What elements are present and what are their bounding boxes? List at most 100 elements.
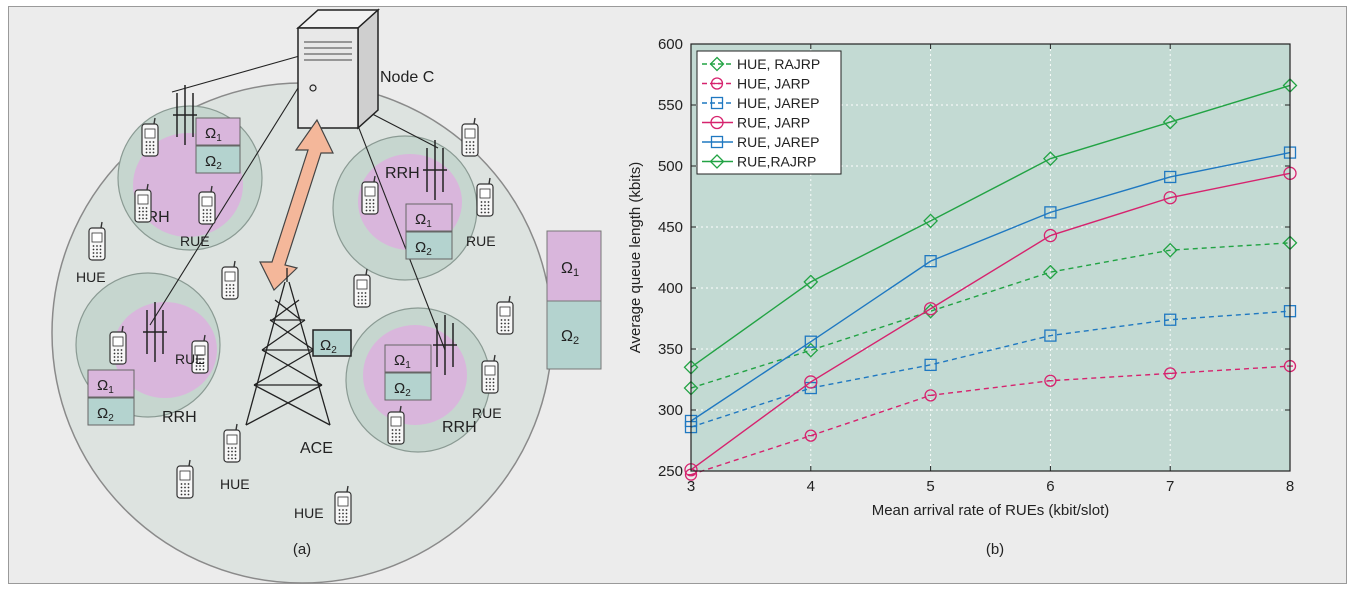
data-point	[803, 274, 819, 290]
plot-border	[690, 43, 1291, 472]
legend-label: HUE, JARP	[737, 76, 810, 92]
svg-text:Ω1: Ω1	[415, 211, 432, 230]
omega-symbol: Ω	[415, 239, 426, 256]
rue-label: RUE	[180, 233, 210, 249]
fronthaul-links	[149, 54, 446, 351]
data-point-ring	[710, 77, 724, 90]
svg-text:Ω1: Ω1	[561, 260, 579, 279]
y-tick-label: 400	[658, 280, 683, 297]
series-line	[690, 365, 1291, 476]
svg-text:Ω2: Ω2	[415, 239, 432, 258]
caption-b: (b)	[986, 541, 1004, 558]
svg-text:Ω1: Ω1	[97, 377, 114, 396]
omega-symbol: Ω	[561, 328, 573, 345]
omega-subscript: 1	[216, 133, 222, 144]
node-c-server-icon	[296, 8, 380, 130]
rrh-omega-boxes-top-left: Ω1 Ω2	[195, 117, 241, 174]
double-arrow	[259, 118, 334, 291]
data-point	[710, 115, 724, 130]
omega-symbol: Ω	[561, 260, 573, 277]
data-point	[924, 389, 937, 402]
x-tick-label: 6	[1046, 478, 1054, 495]
omega-subscript: 1	[426, 219, 432, 230]
data-point	[1162, 242, 1178, 258]
data-point	[804, 429, 817, 442]
y-tick-label: 500	[658, 158, 683, 175]
svg-text:Ω2: Ω2	[97, 405, 114, 424]
series-line	[690, 172, 1291, 471]
data-point	[1043, 228, 1058, 243]
omega-subscript: 2	[331, 345, 337, 356]
data-point	[709, 154, 725, 169]
x-tick-label: 7	[1166, 478, 1174, 495]
data-point	[1042, 151, 1058, 167]
legend-entry: RUE, JAREP	[702, 134, 819, 150]
x-tick-label: 5	[926, 478, 934, 495]
data-point	[924, 358, 937, 372]
data-point-ring	[1044, 374, 1057, 387]
data-point-ring	[924, 389, 937, 402]
data-point-ring	[804, 429, 817, 442]
legend-entry: RUE, JARP	[702, 115, 810, 131]
omega-symbol: Ω	[394, 352, 405, 369]
data-point-ring	[1164, 367, 1177, 380]
rrh-label: RRH	[385, 165, 420, 182]
legend-entry: RUE,RAJRP	[702, 154, 816, 170]
hue-label: HUE	[76, 269, 106, 285]
caption-a: (a)	[293, 541, 311, 558]
omega-subscript: 2	[573, 335, 579, 347]
x-axis-label: Mean arrival rate of RUEs (kbit/slot)	[872, 502, 1110, 519]
legend-label: HUE, JAREP	[737, 95, 819, 111]
omega-symbol: Ω	[320, 337, 331, 354]
series-0	[683, 235, 1298, 396]
data-point	[804, 375, 818, 389]
omega-symbol: Ω	[205, 125, 216, 142]
omega-subscript: 2	[405, 388, 411, 399]
y-tick-label: 350	[658, 341, 683, 358]
legend-entry: HUE, JARP	[702, 76, 810, 92]
rue-label: RUE	[472, 405, 502, 421]
hue-label: HUE	[220, 476, 250, 492]
omega-symbol: Ω	[415, 211, 426, 228]
series-line	[690, 310, 1291, 428]
omega-subscript: 1	[108, 385, 114, 396]
node-c-label: Node C	[380, 69, 434, 86]
data-point	[803, 342, 819, 358]
omega-subscript: 2	[426, 247, 432, 258]
rrh-omega-boxes-top-right: Ω1 Ω2	[405, 203, 453, 260]
data-point	[709, 56, 725, 72]
x-tick-label: 3	[687, 478, 695, 495]
series-1	[684, 359, 1297, 481]
data-point	[1163, 191, 1177, 205]
svg-text:Ω1: Ω1	[205, 125, 222, 144]
rrh-label: RRH	[162, 409, 197, 426]
data-point	[923, 213, 939, 229]
series-line	[690, 84, 1291, 368]
x-tick-label: 8	[1286, 478, 1294, 495]
x-tick-label: 4	[807, 478, 815, 495]
omega-symbol: Ω	[97, 405, 108, 422]
rrh-omega-boxes-bottom-right: Ω1 Ω2	[384, 344, 432, 401]
legend-entry: HUE, RAJRP	[702, 56, 820, 72]
omega-symbol: Ω	[205, 153, 216, 170]
y-tick-label: 250	[658, 463, 683, 480]
hue-label: HUE	[294, 505, 324, 521]
series-3	[684, 166, 1297, 477]
data-point	[924, 255, 937, 268]
legend-box	[696, 50, 842, 175]
ace-tower-icon	[245, 268, 331, 426]
svg-text:Ω2: Ω2	[394, 380, 411, 399]
y-tick-label: 450	[658, 219, 683, 236]
y-tick-label: 550	[658, 97, 683, 114]
legend-label: RUE, JAREP	[737, 134, 819, 150]
rue-label: RUE	[175, 351, 205, 367]
omega-symbol: Ω	[394, 380, 405, 397]
data-point	[1044, 374, 1057, 387]
resource-legend-box: Ω1 Ω2	[546, 230, 602, 370]
legend-entry: HUE, JAREP	[702, 95, 819, 111]
omega-subscript: 2	[216, 161, 222, 172]
data-point	[710, 135, 724, 149]
